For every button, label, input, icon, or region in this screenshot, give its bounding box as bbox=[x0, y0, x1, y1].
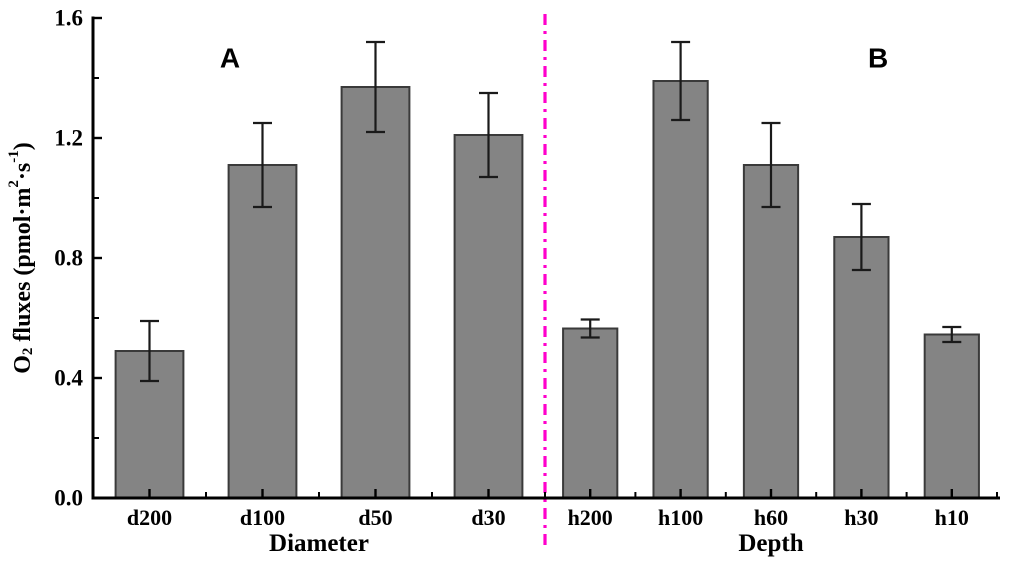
y-tick-label: 0.4 bbox=[54, 366, 83, 391]
x-category-label-d100: d100 bbox=[240, 505, 285, 530]
bar-h200 bbox=[562, 327, 619, 499]
bar-d100 bbox=[227, 164, 298, 499]
x-category-label-h60: h60 bbox=[754, 505, 788, 530]
y-tick-label: 0.8 bbox=[54, 246, 83, 271]
x-category-label-h200: h200 bbox=[568, 505, 613, 530]
x-axis-title-diameter: Diameter bbox=[269, 530, 369, 557]
x-axis-title-depth: Depth bbox=[738, 530, 803, 557]
x-category-label-h100: h100 bbox=[658, 505, 703, 530]
x-category-label-d30: d30 bbox=[471, 505, 505, 530]
x-category-label-h30: h30 bbox=[844, 505, 878, 530]
bar-h60 bbox=[742, 164, 800, 499]
x-category-label-d200: d200 bbox=[127, 505, 172, 530]
bar-h100 bbox=[652, 80, 709, 499]
y-tick-label: 1.6 bbox=[54, 6, 83, 31]
bar-h30 bbox=[833, 236, 890, 499]
y-tick-label: 0.0 bbox=[54, 486, 83, 511]
panel-label-b: B bbox=[868, 42, 888, 73]
y-axis-title: O2 fluxes (pmol·m2·s-1) bbox=[6, 142, 36, 374]
bar-d30 bbox=[453, 134, 524, 499]
bar-d50 bbox=[340, 86, 411, 499]
x-category-label-d50: d50 bbox=[358, 505, 392, 530]
y-tick-label: 1.2 bbox=[54, 126, 83, 151]
panel-label-a: A bbox=[220, 42, 240, 73]
bar-h10 bbox=[923, 333, 980, 499]
x-category-label-h10: h10 bbox=[935, 505, 969, 530]
